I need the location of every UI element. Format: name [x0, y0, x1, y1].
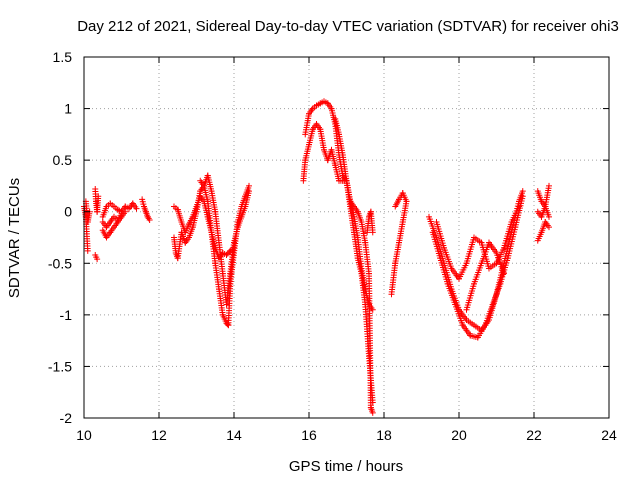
segment [300, 157, 309, 184]
data-point [546, 182, 552, 189]
data-point [519, 193, 526, 200]
data-point [146, 216, 153, 223]
segment [493, 249, 507, 277]
grid [84, 57, 609, 418]
data-point [516, 203, 522, 210]
segment [94, 193, 102, 215]
segment [463, 280, 477, 313]
segment [388, 260, 399, 298]
segment [358, 219, 369, 246]
data-point [546, 224, 552, 231]
segment [204, 172, 215, 195]
segment [399, 190, 410, 205]
segment [463, 317, 477, 329]
x-tick-label: 10 [76, 427, 92, 443]
segment [144, 213, 153, 223]
segment [216, 286, 226, 318]
data-point [546, 213, 552, 220]
data-point [519, 188, 526, 195]
data-point [369, 229, 376, 236]
data-point [94, 256, 101, 263]
data-point [369, 306, 376, 313]
data-point [118, 210, 125, 217]
x-tick-label: 24 [601, 427, 617, 443]
segment [504, 224, 519, 262]
axis-ticks [83, 56, 610, 419]
segment [216, 239, 226, 277]
segment [542, 203, 552, 220]
x-tick-labels: 10 12 14 16 18 20 22 24 [76, 427, 617, 443]
segment [242, 188, 252, 210]
y-tick-label: -1.5 [48, 358, 72, 374]
data-point [224, 321, 231, 328]
y-tick-label: 0.5 [53, 152, 73, 168]
segment [367, 404, 376, 416]
x-tick-label: 22 [526, 427, 542, 443]
x-tick-label: 18 [376, 427, 392, 443]
data-point [369, 409, 376, 416]
plot-frame [83, 56, 610, 419]
segment [367, 208, 376, 236]
segment [174, 206, 185, 226]
y-tick-label: 1 [64, 101, 72, 117]
y-tick-labels: -2 -1.5 -1 -0.5 0 0.5 1 1.5 [48, 49, 72, 426]
x-tick-label: 16 [301, 427, 317, 443]
x-tick-label: 12 [151, 427, 167, 443]
segment [129, 200, 140, 212]
segment [317, 126, 327, 153]
segment [204, 198, 215, 236]
x-tick-label: 20 [451, 427, 467, 443]
segment [362, 239, 372, 277]
data-point [501, 270, 507, 277]
segment [212, 208, 222, 246]
segment [482, 301, 496, 329]
segment [471, 260, 485, 287]
segment [139, 196, 147, 210]
segment [366, 270, 374, 411]
x-tick-label: 14 [226, 427, 242, 443]
segment [508, 203, 522, 226]
data-point [246, 188, 252, 195]
data-marks [81, 98, 552, 416]
segment [542, 219, 552, 231]
segment [114, 210, 125, 223]
segment [302, 141, 312, 164]
data-point [133, 205, 140, 212]
data-point [84, 247, 91, 254]
x-axis-title: GPS time / hours [289, 458, 403, 475]
data-point [246, 182, 252, 189]
segment [242, 182, 252, 200]
data-point [95, 193, 102, 200]
segment [223, 270, 234, 308]
chart-title: Day 212 of 2021, Sidereal Day-to-day VTE… [77, 18, 619, 35]
data-point [403, 198, 410, 205]
y-axis-title: SDTVAR / TECUs [6, 178, 23, 298]
y-tick-label: -0.5 [48, 255, 72, 271]
y-tick-label: -2 [60, 410, 73, 426]
segment [534, 229, 545, 244]
y-tick-label: -1 [60, 307, 73, 323]
segment [92, 252, 101, 263]
y-tick-label: 1.5 [53, 49, 73, 65]
y-tick-label: 0 [64, 204, 72, 220]
segment [396, 219, 406, 246]
data-point [122, 208, 129, 215]
segment [463, 234, 477, 267]
segment [392, 239, 402, 267]
